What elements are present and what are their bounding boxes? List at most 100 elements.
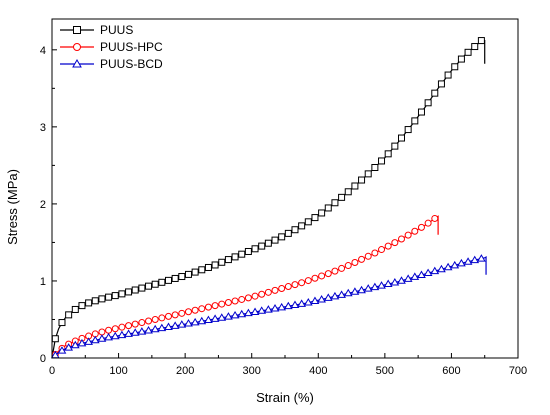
data-point <box>144 325 153 334</box>
data-point <box>264 239 272 247</box>
data-point <box>184 308 192 316</box>
data-point <box>118 323 126 331</box>
data-point <box>378 246 386 254</box>
data-point <box>291 281 299 289</box>
data-point <box>224 256 232 264</box>
data-point <box>398 235 405 243</box>
legend-label: PUUS-BCD <box>100 57 163 71</box>
data-point <box>191 306 199 314</box>
data-point <box>410 272 420 280</box>
legend-label: PUUS <box>100 23 133 37</box>
data-point <box>403 274 413 282</box>
legend-marker <box>72 58 82 68</box>
data-point <box>364 252 372 260</box>
data-point <box>250 307 260 315</box>
data-point <box>198 305 206 313</box>
data-point <box>150 324 160 333</box>
data-point <box>351 182 359 190</box>
data-point <box>244 247 252 255</box>
data-point <box>278 284 286 292</box>
data-point <box>170 321 180 329</box>
data-point <box>77 338 87 347</box>
data-point <box>191 268 199 276</box>
data-point <box>331 199 339 207</box>
data-point <box>157 323 167 332</box>
data-point <box>398 134 405 142</box>
x-tick-label: 300 <box>243 365 261 377</box>
data-point <box>431 214 439 222</box>
y-tick-label: 2 <box>40 199 46 211</box>
data-point <box>84 337 93 345</box>
data-point <box>71 305 79 313</box>
series-puus-bcd <box>50 254 487 359</box>
data-point <box>384 150 392 158</box>
x-tick-label: 200 <box>176 365 194 377</box>
data-point <box>218 300 226 308</box>
data-point <box>391 142 399 150</box>
data-point <box>391 239 399 247</box>
data-point <box>443 262 453 271</box>
data-point <box>138 319 146 327</box>
data-point <box>431 89 439 97</box>
data-point <box>304 277 312 285</box>
data-point <box>184 270 192 278</box>
data-point <box>311 214 319 222</box>
data-point <box>298 222 306 230</box>
data-point <box>377 281 386 289</box>
data-point <box>190 317 200 326</box>
data-point <box>424 99 432 107</box>
legend: PUUS PUUS-HPC PUUS-BCD <box>60 23 163 71</box>
data-point <box>258 242 266 250</box>
data-point <box>324 204 332 212</box>
data-point <box>257 306 267 314</box>
data-point <box>298 279 306 287</box>
data-point <box>384 242 392 250</box>
data-point <box>430 266 440 275</box>
data-point <box>411 117 419 125</box>
data-point <box>358 255 366 263</box>
legend-entry: PUUS-HPC <box>60 40 163 54</box>
data-point <box>217 313 227 321</box>
data-point <box>165 276 172 284</box>
data-point <box>238 250 246 258</box>
data-point <box>211 261 219 269</box>
data-point <box>278 233 286 241</box>
data-point <box>210 314 220 322</box>
data-point <box>105 293 113 301</box>
data-point <box>130 328 140 336</box>
data-point <box>137 327 147 335</box>
data-point <box>105 326 113 334</box>
data-point <box>303 298 313 306</box>
data-point <box>358 176 366 184</box>
data-point <box>165 312 172 320</box>
data-point <box>404 126 412 134</box>
data-point <box>164 322 173 330</box>
x-tick-label: 500 <box>376 365 394 377</box>
data-point <box>364 170 372 178</box>
data-point <box>124 329 133 337</box>
data-point <box>251 292 259 300</box>
data-point <box>351 258 359 266</box>
legend-label: PUUS-HPC <box>100 40 163 54</box>
data-point <box>131 320 139 328</box>
data-point <box>284 229 292 237</box>
legend-marker <box>73 43 81 51</box>
axes-layer: 0 100 200 300 400 500 600 700 0 1 2 3 4 <box>40 18 527 377</box>
data-point <box>304 218 312 226</box>
data-point <box>477 37 485 45</box>
data-point <box>177 320 187 328</box>
data-point <box>65 311 73 319</box>
x-tick-label: 400 <box>309 365 327 377</box>
series-line <box>51 256 487 359</box>
data-point <box>350 287 360 295</box>
data-point <box>451 63 459 71</box>
data-point <box>231 253 239 261</box>
data-point <box>178 309 186 317</box>
data-point <box>378 157 386 165</box>
data-point <box>417 223 425 231</box>
data-point <box>318 272 326 280</box>
data-point <box>457 258 466 267</box>
data-point <box>204 315 213 324</box>
data-point <box>424 219 432 227</box>
